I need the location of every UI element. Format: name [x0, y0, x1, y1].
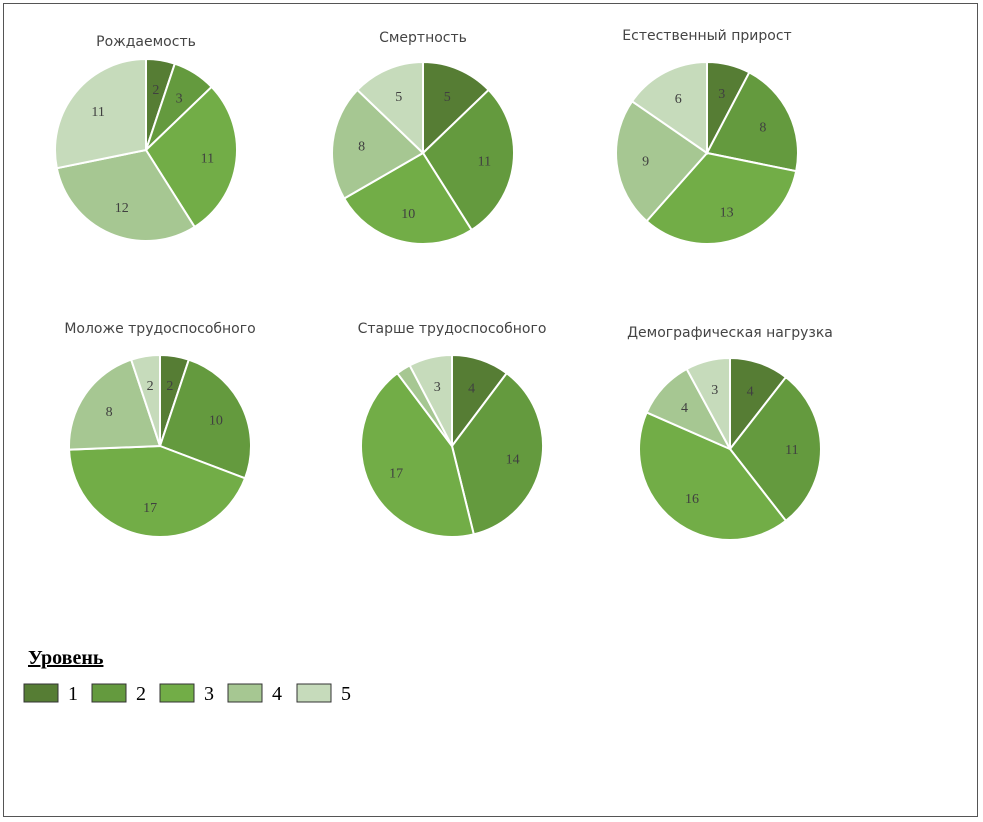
legend: Уровень 1 2 3 4 5: [23, 647, 351, 705]
pie-slice-level-2: [450, 371, 544, 536]
slice-value-label: 11: [785, 443, 798, 458]
legend-items: 1 2 3 4 5: [23, 683, 351, 705]
legend-swatch: [159, 683, 195, 703]
slice-value-label: 12: [115, 201, 129, 216]
slice-value-label: 5: [395, 90, 402, 105]
pie-slice-level-2: [421, 88, 515, 232]
pie-slice-level-5: [630, 60, 708, 155]
pie-slice-level-1: [422, 60, 491, 156]
slice-value-label: 3: [434, 380, 441, 395]
pie-chart-6: Демографическая нагрузка 4 11 16 4 3: [627, 325, 833, 541]
slice-value-label: 3: [176, 92, 183, 107]
slice-value-label: 4: [747, 385, 754, 400]
slice-value-label: 11: [91, 105, 104, 120]
pie-slice-level-4: [68, 358, 162, 451]
legend-label: 2: [136, 683, 146, 705]
slice-value-label: 4: [681, 401, 688, 416]
pie-slice-level-4: [331, 88, 425, 200]
pie-chart-5: Старше трудоспособного 4 14 17 3: [358, 321, 547, 538]
legend-item-level-2: 2: [91, 683, 146, 705]
legend-item-level-1: 1: [23, 683, 78, 705]
slice-value-label: 10: [401, 207, 415, 222]
pie-slice-level-5: [408, 353, 453, 447]
slice-value-label: 8: [358, 140, 365, 155]
slice-value-label: 11: [478, 155, 491, 170]
legend-label: 1: [68, 683, 78, 705]
legend-swatch: [227, 683, 263, 703]
pie-title: Смертность: [379, 30, 467, 46]
legend-label: 4: [272, 683, 282, 705]
pie-slice-level-3: [68, 444, 247, 539]
pie-chart-1: Рождаемость 2 3 11 12 11: [54, 34, 238, 242]
legend-swatch: [91, 683, 127, 703]
pie-title: Демографическая нагрузка: [627, 325, 833, 341]
slice-value-label: 14: [506, 452, 520, 467]
slice-value-label: 2: [152, 83, 159, 98]
legend-title: Уровень: [28, 647, 104, 669]
pie-slice-level-4: [615, 99, 709, 223]
slice-value-label: 4: [468, 381, 475, 396]
pie-slice-level-2: [728, 375, 822, 523]
slice-value-label: 3: [718, 87, 725, 102]
pie-slice-level-2: [158, 358, 252, 480]
slice-value-label: 2: [166, 379, 173, 394]
slice-value-label: 8: [759, 121, 766, 136]
pie-slice-level-5: [685, 356, 731, 450]
pie-slice-level-4: [55, 148, 197, 242]
slice-value-label: 5: [444, 90, 451, 105]
slice-value-label: 10: [209, 414, 223, 429]
legend-label: 3: [204, 683, 214, 705]
legend-swatch: [23, 683, 59, 703]
slice-value-label: 13: [720, 206, 734, 221]
legend-label: 5: [341, 683, 351, 705]
pie-slice-level-3: [359, 371, 475, 538]
pie-title: Старше трудоспособного: [358, 321, 547, 337]
pie-slice-level-5: [54, 57, 147, 170]
pie-slice-level-3: [638, 411, 788, 541]
slice-value-label: 16: [685, 492, 699, 507]
pie-slice-level-5: [355, 60, 424, 156]
pie-slice-level-5: [129, 353, 161, 447]
slice-value-label: 17: [389, 467, 403, 482]
pie-title: Естественный прирост: [622, 28, 791, 44]
pie-slice-level-2: [705, 71, 799, 173]
slice-value-label: 9: [642, 155, 649, 170]
pie-chart-3: Естественный прирост 3 8 13 9 6: [615, 28, 799, 245]
legend-item-level-3: 3: [159, 683, 214, 705]
pie-slice-level-3: [342, 151, 474, 245]
slice-value-label: 2: [147, 379, 154, 394]
legend-item-level-5: 5: [296, 683, 351, 705]
pie-group: Рождаемость 2 3 11 12 11 Смертность 5 11 10 8 5 Есте…: [54, 28, 833, 541]
pie-chart-2: Смертность 5 11 10 8 5: [331, 30, 515, 245]
pie-chart-4: Моложе трудоспособного 2 10 17 8 2: [64, 321, 256, 539]
legend-swatch: [296, 683, 332, 703]
legend-item-level-4: 4: [227, 683, 282, 705]
slice-value-label: 11: [201, 152, 214, 167]
slice-value-label: 3: [711, 383, 718, 398]
slice-value-label: 8: [106, 405, 113, 420]
pie-title: Рождаемость: [96, 34, 196, 50]
pie-title: Моложе трудоспособного: [64, 321, 255, 337]
pie-slice-level-3: [144, 85, 238, 229]
slice-value-label: 6: [675, 92, 682, 107]
slice-value-label: 17: [143, 501, 157, 516]
pie-slice-level-3: [645, 151, 798, 245]
